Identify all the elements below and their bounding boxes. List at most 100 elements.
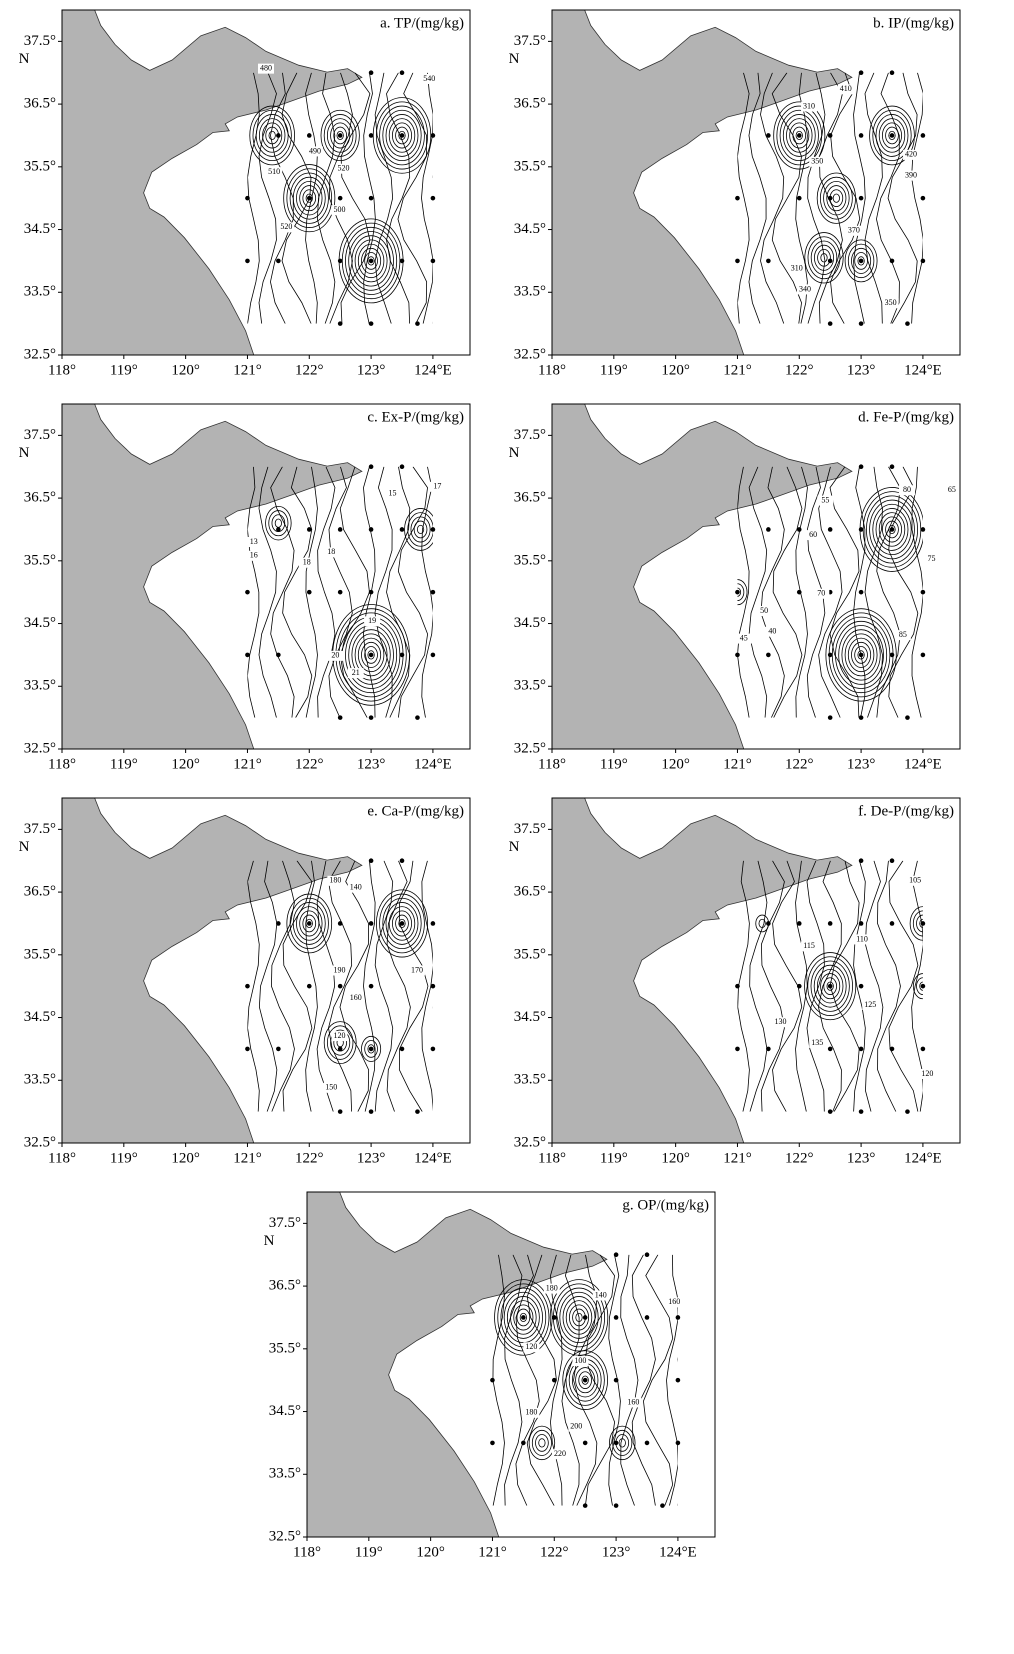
- contour-ring: [816, 172, 856, 224]
- label-bg: [245, 537, 262, 547]
- contour-ring: [326, 1025, 354, 1060]
- station: [399, 652, 405, 658]
- station: [306, 527, 312, 532]
- station: [368, 527, 374, 532]
- contour-ring: [789, 122, 810, 149]
- station: [858, 1046, 864, 1052]
- contour-ring: [407, 512, 433, 547]
- contour-ring: [857, 650, 865, 660]
- contour-line: [363, 860, 376, 1112]
- contour-ring: [333, 126, 347, 145]
- station: [276, 133, 281, 138]
- contour-ring: [869, 499, 915, 560]
- contour-line: [876, 466, 901, 718]
- x-tick-label: 124°E: [414, 362, 452, 378]
- contour-ring: [404, 508, 433, 551]
- contour-ring: [823, 977, 837, 995]
- contour-label: 110: [856, 934, 868, 943]
- x-tick-label: 121°: [233, 362, 261, 378]
- contours: [247, 72, 433, 324]
- station: [920, 589, 926, 595]
- contour-ring: [565, 1300, 593, 1335]
- contour-line: [339, 860, 370, 1112]
- station: [889, 921, 895, 926]
- station: [399, 464, 405, 470]
- station: [276, 921, 281, 926]
- contour-ring: [844, 239, 878, 283]
- station: [399, 921, 405, 926]
- contour-ring: [823, 180, 850, 216]
- lat-label: N: [19, 51, 30, 67]
- label-bg: [551, 1449, 568, 1460]
- contour-line: [853, 860, 866, 1112]
- station: [245, 652, 250, 658]
- label-bg: [323, 1082, 340, 1093]
- axes-frame: [61, 797, 471, 1144]
- contour-ring: [838, 625, 884, 685]
- contour-ring: [351, 235, 391, 287]
- contour-ring: [361, 247, 382, 274]
- contour-line: [421, 466, 433, 718]
- station: [858, 70, 864, 76]
- y-tick-label: 32.5°: [24, 1134, 56, 1150]
- contour-ring: [875, 114, 909, 157]
- contour-line: [397, 466, 429, 718]
- x-tick-label: 119°: [355, 1544, 383, 1560]
- station: [521, 1440, 526, 1446]
- station: [245, 195, 250, 201]
- contour-label: 520: [280, 222, 292, 231]
- label-bg: [306, 146, 323, 157]
- map-panel: 180 140 190 170 160 120 150 e. Ca-P/(mg/kg) 118°…: [19, 797, 471, 1166]
- contour-label: 45: [740, 633, 748, 642]
- label-bg: [572, 1356, 589, 1367]
- contour-ring: [345, 226, 398, 295]
- contour-ring: [375, 101, 428, 170]
- station: [766, 258, 771, 264]
- label-bg: [245, 550, 262, 561]
- y-tick-label: 35.5°: [24, 158, 56, 174]
- station: [858, 195, 864, 201]
- label-bg: [764, 626, 781, 637]
- station: [644, 1440, 650, 1446]
- contour-ring: [268, 130, 276, 141]
- contour-ring: [888, 524, 896, 535]
- contour-ring: [813, 244, 834, 271]
- label-bg: [796, 284, 813, 295]
- contour-ring: [919, 981, 923, 991]
- contour-label: 115: [803, 941, 815, 950]
- contour-ring: [289, 897, 329, 950]
- label-bg: [384, 488, 401, 499]
- station: [889, 1046, 895, 1052]
- x-tick-label: 123°: [847, 362, 876, 378]
- x-tick-label: 119°: [110, 1150, 138, 1166]
- contour-ring: [388, 906, 416, 941]
- y-tick-label: 35.5°: [269, 1340, 301, 1356]
- land: [551, 9, 853, 356]
- station: [827, 527, 833, 532]
- station: [399, 258, 405, 264]
- contour-ring: [367, 1044, 375, 1054]
- y-tick-label: 36.5°: [514, 96, 546, 112]
- contour-ring: [249, 105, 295, 166]
- x-tick-label: 119°: [600, 756, 628, 772]
- contour-ring: [807, 236, 841, 280]
- contour-line: [643, 1254, 674, 1506]
- station: [858, 983, 864, 989]
- y-tick-label: 37.5°: [24, 33, 56, 49]
- label-bg: [331, 965, 348, 976]
- contour-ring: [385, 902, 419, 945]
- contour-line: [888, 860, 919, 1112]
- contour-ring: [367, 650, 375, 660]
- x-tick-label: 124°E: [414, 1150, 452, 1166]
- contour-label: 120: [921, 1069, 933, 1078]
- contour-ring: [357, 637, 385, 673]
- station: [920, 258, 926, 264]
- contour-label: 130: [774, 1017, 786, 1026]
- station: [889, 858, 895, 864]
- station: [827, 133, 833, 138]
- x-tick-label: 122°: [295, 362, 324, 378]
- contour-ring: [388, 118, 416, 153]
- station: [368, 133, 374, 138]
- lat-label: N: [19, 839, 30, 855]
- contour-ring: [912, 910, 923, 937]
